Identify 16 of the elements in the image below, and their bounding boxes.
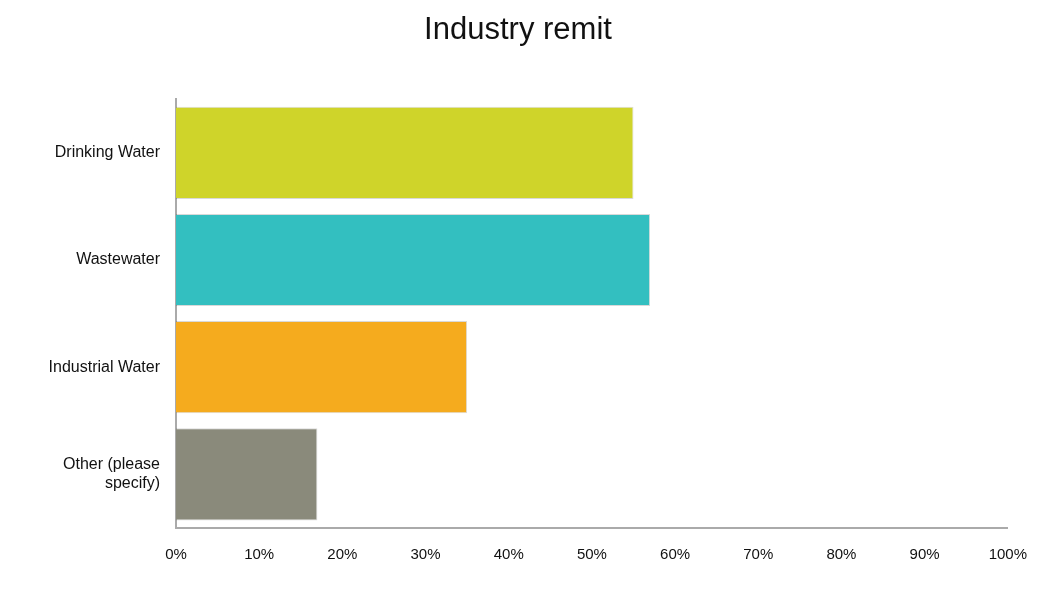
- x-tick-label: 90%: [909, 545, 940, 563]
- y-tick-label: Industrial Water: [48, 357, 161, 375]
- x-tick-label: 40%: [493, 545, 524, 563]
- x-tick-label: 0%: [165, 545, 187, 563]
- y-tick-label: Wastewater: [76, 250, 161, 268]
- chart-title: Industry remit: [424, 11, 613, 47]
- x-tick-label: 100%: [988, 545, 1028, 563]
- y-tick-label: Other (please specify): [63, 455, 161, 492]
- y-tick-label: Drinking Water: [54, 143, 161, 161]
- x-tick-label: 70%: [743, 545, 774, 563]
- x-tick-label: 50%: [576, 545, 607, 563]
- x-tick-label: 10%: [244, 545, 275, 563]
- x-tick-label: 60%: [660, 545, 691, 563]
- x-tick-label: 30%: [410, 545, 441, 563]
- x-tick-label: 20%: [327, 545, 358, 563]
- x-tick-label: 80%: [826, 545, 857, 563]
